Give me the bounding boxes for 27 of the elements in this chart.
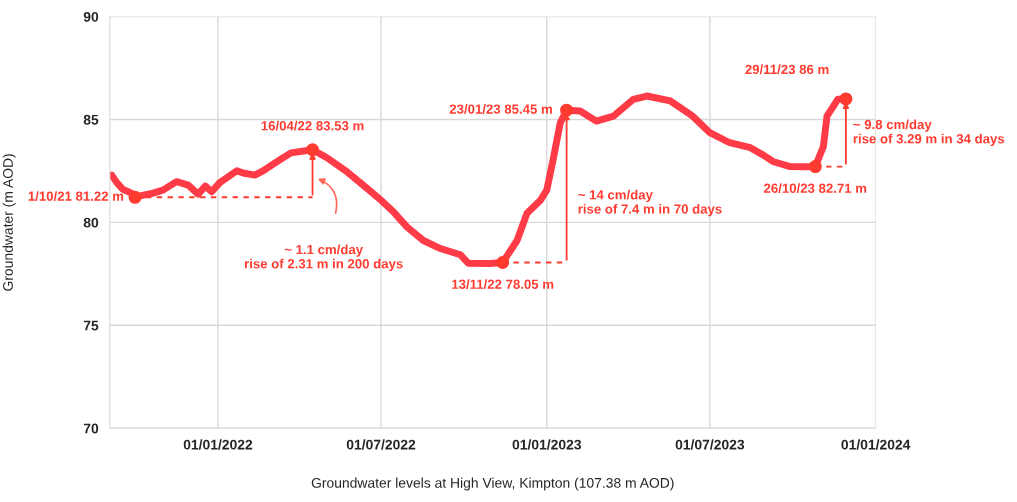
point bbox=[808, 160, 822, 174]
y-tick-label: 90 bbox=[83, 11, 99, 22]
x-tick-label: 01/07/2023 bbox=[675, 439, 745, 450]
y-tick-label: 75 bbox=[83, 320, 99, 331]
annotation: 29/11/23 86 m bbox=[745, 64, 829, 75]
annotation: 26/10/23 82.71 m bbox=[764, 183, 867, 194]
annotation: 1/10/21 81.22 m bbox=[28, 191, 124, 201]
y-axis-title: Groundwater (m AOD) bbox=[2, 154, 16, 291]
point bbox=[306, 143, 320, 157]
annotation: 13/11/22 78.05 m bbox=[452, 279, 554, 290]
point bbox=[128, 190, 142, 204]
x-tick-label: 01/01/2022 bbox=[183, 439, 253, 450]
y-tick-label: 85 bbox=[83, 114, 99, 125]
annotation: ~ 9.8 cm/day rise of 3.29 m in 34 days bbox=[853, 119, 1005, 147]
annotation: 23/01/23 85.45 m bbox=[449, 104, 552, 114]
point bbox=[839, 92, 853, 106]
y-tick-label: 70 bbox=[83, 423, 99, 434]
y-tick-label: 80 bbox=[83, 217, 99, 228]
annotation: ~ 1.1 cm/day rise of 2.31 m in 200 days bbox=[244, 244, 403, 272]
annotation: 16/04/22 83.53 m bbox=[261, 120, 364, 131]
point bbox=[560, 103, 574, 117]
x-tick-label: 01/07/2022 bbox=[346, 439, 416, 450]
point bbox=[496, 256, 510, 270]
x-axis-title: Groundwater levels at High View, Kimpton (107.38 m AOD) bbox=[311, 477, 674, 491]
x-tick-label: 01/01/2024 bbox=[841, 439, 911, 450]
x-tick-label: 01/01/2023 bbox=[512, 439, 582, 450]
annotation: ~ 14 cm/day rise of 7.4 m in 70 days bbox=[578, 189, 722, 217]
